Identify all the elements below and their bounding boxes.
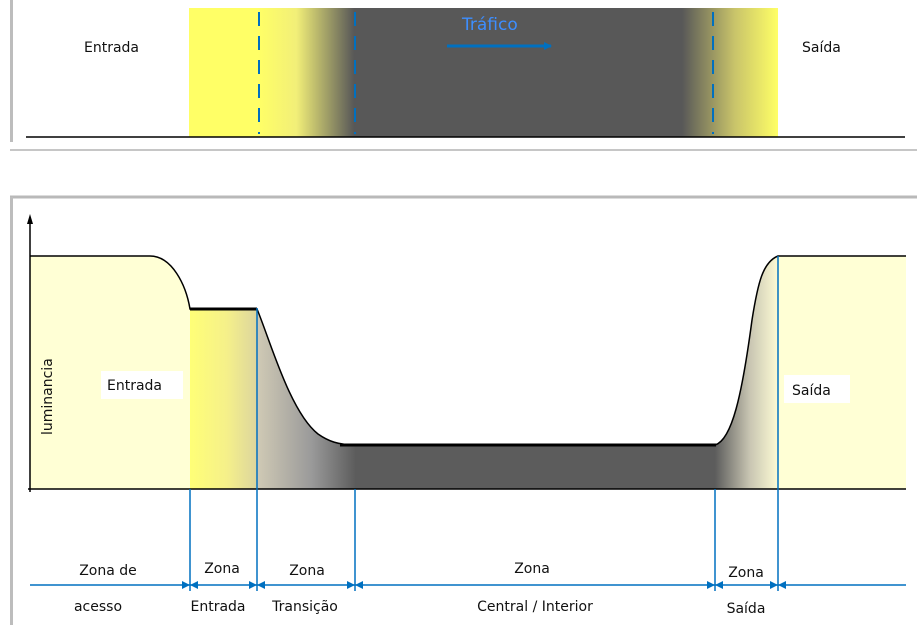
y-axis-label: luminancia — [40, 358, 56, 435]
arrow-left-icon — [257, 581, 265, 589]
graph-entrance-label: Entrada — [107, 378, 162, 394]
zone-entrance-line2: Entrada — [190, 599, 245, 615]
central-zone-area — [355, 445, 716, 489]
arrow-left-icon — [190, 581, 198, 589]
entrance-zone-area — [190, 309, 257, 489]
arrow-right-icon — [347, 581, 355, 589]
zone-transition-line1: Zona — [289, 563, 325, 579]
luminance-curve — [30, 255, 906, 446]
arrow-right-icon — [182, 581, 190, 589]
tunnel-entry-gradient — [258, 8, 354, 137]
arrow-left-icon — [778, 581, 786, 589]
zone-access-line2: acesso — [74, 599, 122, 615]
zone-entrance-line1: Zona — [204, 561, 240, 577]
zone-central-line2: Central / Interior — [477, 599, 593, 615]
arrow-left-icon — [715, 581, 723, 589]
tunnel-exit-gradient — [682, 8, 778, 137]
y-axis-arrow-icon — [27, 214, 33, 224]
arrow-right-icon — [249, 581, 257, 589]
traffic-label: Tráfico — [461, 15, 518, 35]
arrow-right-icon — [770, 581, 778, 589]
zone-access-line1: Zona de — [79, 563, 137, 579]
after-exit-area — [778, 256, 906, 489]
zone-exit-line1: Zona — [728, 565, 764, 581]
top-exit-label: Saída — [802, 40, 841, 56]
left-border — [10, 197, 13, 625]
zone-transition-line2: Transição — [271, 599, 338, 615]
entrance-label-box — [101, 371, 183, 399]
left-border — [10, 0, 13, 142]
zone-central-line1: Zona — [514, 561, 550, 577]
tunnel-plan-view: Tráfico Entrada Saída — [10, 0, 905, 142]
transition-zone-area — [257, 309, 356, 489]
exit-label-box — [784, 375, 850, 403]
graph-exit-label: Saída — [792, 383, 831, 399]
zone-exit-line2: Saída — [727, 601, 766, 617]
tunnel-entry-yellow — [189, 8, 259, 137]
luminance-graph: luminancia Entrada Saída — [27, 214, 906, 492]
exit-zone-area — [715, 256, 778, 489]
top-entrance-label: Entrada — [84, 40, 139, 56]
arrow-left-icon — [355, 581, 363, 589]
zone-dimension-bar: Zona de acesso Zona Entrada Zona Transiç… — [30, 256, 906, 617]
arrow-right-icon — [707, 581, 715, 589]
